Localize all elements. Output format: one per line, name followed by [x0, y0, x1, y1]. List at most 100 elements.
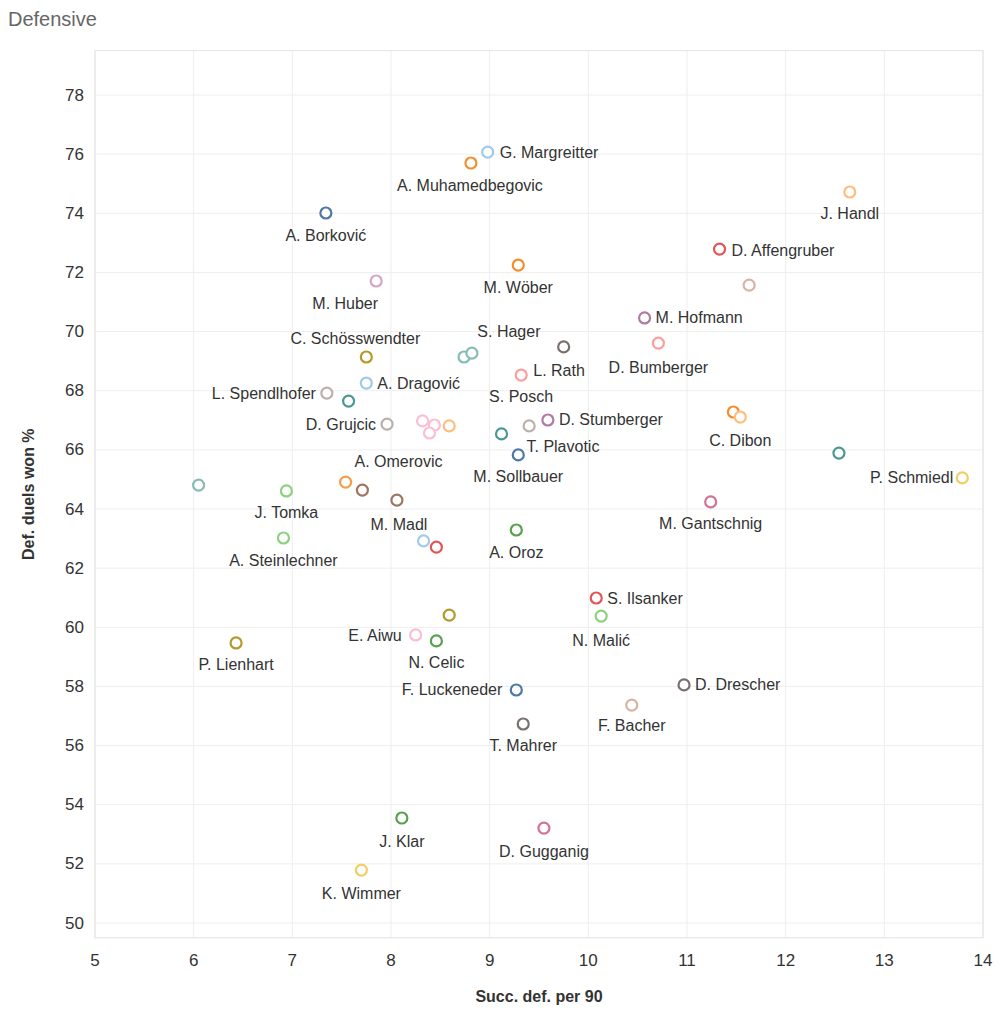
y-tick-label: 68 — [65, 381, 84, 400]
y-tick-label: 58 — [65, 677, 84, 696]
point — [653, 338, 664, 349]
point — [431, 635, 442, 646]
point-label: A. Borković — [285, 227, 366, 244]
x-tick-label: 8 — [386, 951, 395, 970]
x-tick-label: 6 — [189, 951, 198, 970]
point-label: D. Gugganig — [499, 843, 589, 860]
point — [735, 412, 746, 423]
chart: Defensive5678910111213145052545658606264… — [0, 0, 1000, 1014]
y-tick-label: 74 — [65, 204, 84, 223]
point — [361, 378, 372, 389]
x-axis-label: Succ. def. per 90 — [475, 988, 602, 1005]
point — [231, 637, 242, 648]
point — [639, 312, 650, 323]
point — [356, 865, 367, 876]
point-label: M. Hofmann — [656, 309, 743, 326]
y-grid-line — [95, 95, 983, 96]
point-label: D. Drescher — [695, 676, 781, 693]
y-tick-label: 52 — [65, 854, 84, 873]
y-tick-label: 72 — [65, 263, 84, 282]
point — [396, 813, 407, 824]
x-tick-label: 9 — [485, 951, 494, 970]
point-label: D. Grujcic — [306, 416, 376, 433]
point — [424, 428, 435, 439]
title: Defensive — [8, 8, 97, 30]
point — [511, 524, 522, 535]
point-label: D. Affengruber — [732, 242, 836, 259]
point — [833, 448, 844, 459]
point-label: T. Plavotic — [527, 438, 600, 455]
point-label: S. Posch — [489, 388, 553, 405]
y-grid-line — [95, 272, 983, 273]
point — [513, 449, 524, 460]
point — [679, 679, 690, 690]
point — [516, 370, 527, 381]
point-label: M. Madl — [370, 516, 427, 533]
point — [193, 480, 204, 491]
point — [382, 419, 393, 430]
point — [320, 207, 331, 218]
point-label: P. Schmiedl — [870, 469, 953, 486]
point-label: M. Sollbauer — [473, 468, 563, 485]
point — [705, 496, 716, 507]
point-label: C. Schösswendter — [290, 330, 421, 347]
point-labels: G. MargreitterA. MuhamedbegovicA. Borkov… — [198, 144, 953, 902]
point-label: E. Aiwu — [348, 627, 401, 644]
point — [714, 244, 725, 255]
point — [391, 495, 402, 506]
point-label: J. Klar — [379, 833, 425, 850]
point-label: L. Rath — [533, 362, 585, 379]
point — [465, 158, 476, 169]
point-label: A. Dragović — [377, 375, 460, 392]
point — [278, 532, 289, 543]
y-tick-label: 56 — [65, 736, 84, 755]
y-tick-label: 62 — [65, 559, 84, 578]
x-tick-label: 7 — [288, 951, 297, 970]
point — [957, 472, 968, 483]
y-grid-line — [95, 627, 983, 628]
point-label: T. Mahrer — [489, 737, 557, 754]
point — [538, 823, 549, 834]
point — [343, 396, 354, 407]
y-grid-line — [95, 568, 983, 569]
point-label: L. Spendlhofer — [212, 385, 317, 402]
plot-frame — [95, 51, 983, 938]
point — [511, 684, 522, 695]
point — [281, 485, 292, 496]
point — [496, 428, 507, 439]
point-label: G. Margreitter — [500, 144, 599, 161]
point-label: F. Bacher — [598, 717, 666, 734]
y-grid-line — [95, 686, 983, 687]
y-tick-label: 78 — [65, 86, 84, 105]
point — [482, 147, 493, 158]
y-axis-label: Def. duels won % — [20, 428, 37, 560]
y-grid-line — [95, 923, 983, 924]
point-label: A. Steinlechner — [229, 552, 338, 569]
x-tick-label: 5 — [90, 951, 99, 970]
point-label: S. Ilsanker — [607, 590, 683, 607]
point-label: A. Oroz — [489, 544, 543, 561]
points — [193, 147, 968, 876]
x-tick-label: 12 — [776, 951, 795, 970]
y-tick-label: 76 — [65, 145, 84, 164]
point-label: D. Bumberger — [609, 359, 709, 376]
y-tick-label: 50 — [65, 914, 84, 933]
point-label: A. Omerovic — [354, 453, 442, 470]
y-tick-label: 60 — [65, 618, 84, 637]
point-label: S. Hager — [477, 323, 541, 340]
point — [518, 718, 529, 729]
point — [542, 414, 553, 425]
x-tick-label: 14 — [974, 951, 993, 970]
y-grid-line — [95, 509, 983, 510]
point-label: C. Dibon — [709, 432, 771, 449]
point — [371, 276, 382, 287]
point — [417, 415, 428, 426]
point — [596, 611, 607, 622]
point — [513, 260, 524, 271]
point — [418, 535, 429, 546]
point — [340, 477, 351, 488]
y-tick-label: 64 — [65, 500, 84, 519]
y-tick-label: 54 — [65, 795, 84, 814]
point-label: K. Wimmer — [322, 885, 402, 902]
point-label: M. Huber — [312, 295, 378, 312]
